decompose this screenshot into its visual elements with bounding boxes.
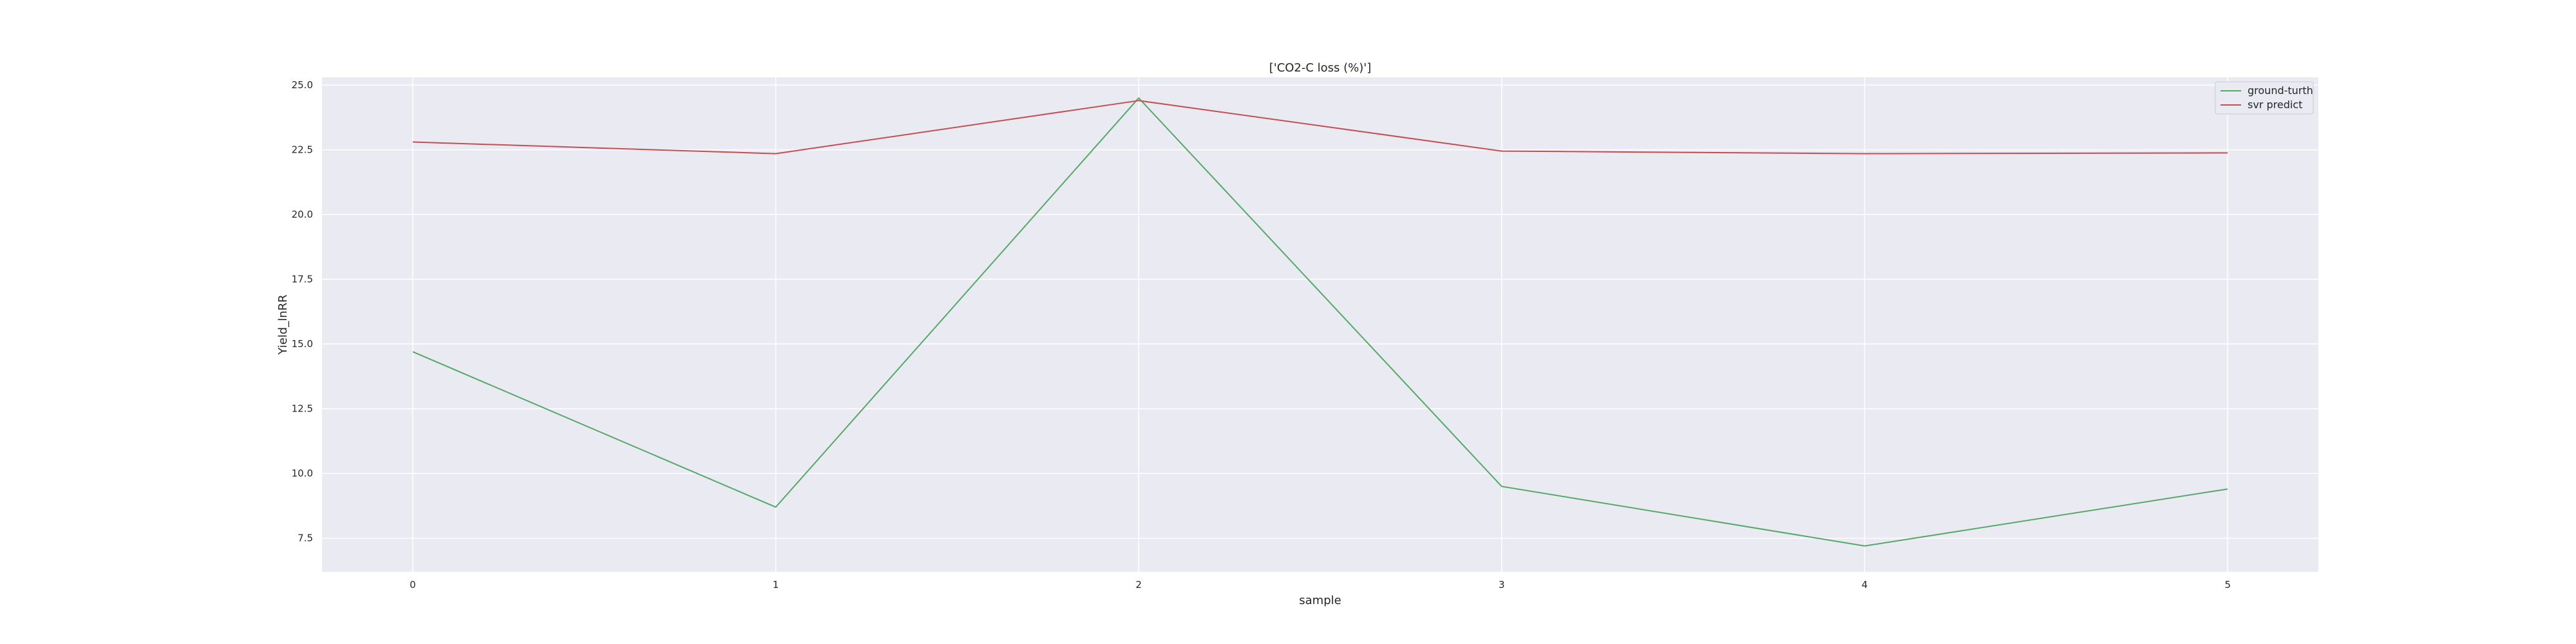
- series-line-svr-predict: [412, 100, 2228, 155]
- x-tick-label: 4: [1862, 579, 1868, 591]
- plot-area: [322, 77, 2318, 572]
- legend-label-ground-turth: ground-turth: [2248, 84, 2313, 97]
- y-tick-label: 7.5: [298, 533, 313, 544]
- x-tick-label: 1: [773, 579, 779, 591]
- x-tick-labels: 0 1 2 3 4 5: [410, 579, 2231, 591]
- x-tick-label: 5: [2224, 579, 2231, 591]
- legend-label-svr-predict: svr predict: [2248, 99, 2302, 111]
- y-axis-label: Yield_lnRR: [276, 294, 290, 355]
- x-tick-label: 3: [1499, 579, 1505, 591]
- series-line-ground-turth: [412, 97, 2228, 547]
- x-tick-label: 2: [1135, 579, 1142, 591]
- x-axis-label: sample: [1299, 594, 1341, 607]
- legend: ground-turth svr predict: [2215, 81, 2314, 115]
- series-layer: [412, 97, 2228, 547]
- x-tick-label: 0: [410, 579, 416, 591]
- y-tick-label: 25.0: [292, 79, 313, 91]
- y-tick-label: 10.0: [292, 468, 313, 479]
- y-tick-label: 20.0: [292, 209, 313, 220]
- y-tick-labels: 7.5 10.0 12.5 15.0 17.5 20.0 22.5 25.0: [292, 79, 313, 544]
- chart-title: ['CO2-C loss (%)']: [1269, 61, 1372, 75]
- y-tick-label: 17.5: [292, 274, 313, 285]
- y-tick-label: 15.0: [292, 338, 313, 350]
- legend-box: [2215, 81, 2314, 115]
- y-tick-label: 12.5: [292, 403, 313, 415]
- y-tick-label: 22.5: [292, 144, 313, 156]
- grid: [322, 77, 2318, 572]
